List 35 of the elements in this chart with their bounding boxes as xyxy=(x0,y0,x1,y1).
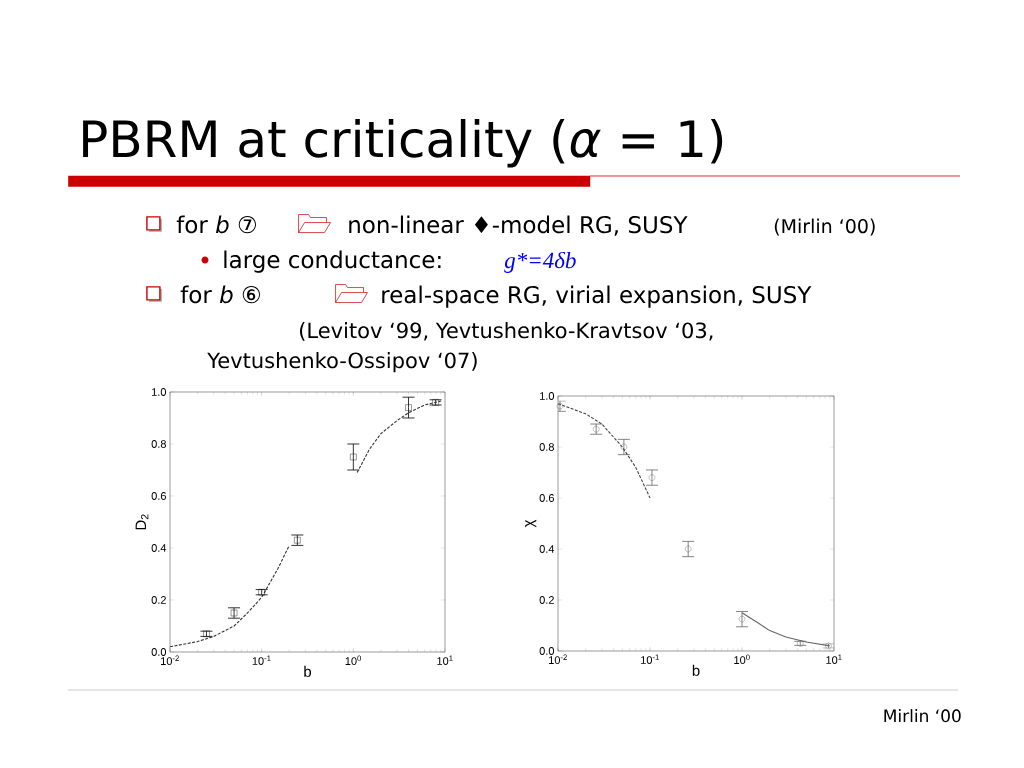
y-tick-label: 0.2 xyxy=(151,596,166,604)
x-tick-label: 10$^{0}$ xyxy=(734,654,750,664)
y-tick-label: 1.0 xyxy=(152,388,167,396)
text: for b ⑦ xyxy=(176,215,256,234)
y-tick-label: 0.8 xyxy=(151,440,166,448)
y-axis-title: χ xyxy=(525,519,537,528)
y-tick-label: 0.0 xyxy=(539,647,555,655)
x-tick-label: 10$^{-1}$ xyxy=(641,654,659,664)
chart-title: PBRM at criticality (α = 1) xyxy=(83,119,723,168)
y-tick-label: 0.0 xyxy=(151,648,167,656)
x-tick-label: 10$^{-2}$ xyxy=(549,654,567,664)
x-axis-title: b xyxy=(304,665,312,677)
y-tick-label: 0.8 xyxy=(539,443,554,451)
text: Mirlin ‘00 xyxy=(884,709,961,723)
text: g*=4δb xyxy=(504,251,576,273)
y-axis-title: D$_{2}$ xyxy=(135,514,149,530)
x-tick-label: 10$^{-2}$ xyxy=(161,655,179,665)
text: (Levitov ‘99, Yevtushenko-Kravtsov ‘03, xyxy=(300,322,713,341)
x-tick-label: 10$^{1}$ xyxy=(826,654,842,664)
text: (Mirlin ‘00) xyxy=(774,218,875,236)
y-tick-label: 0.6 xyxy=(539,494,554,502)
x-tick-label: 10$^{1}$ xyxy=(437,655,453,665)
text: for b ⑥ xyxy=(180,285,260,304)
text: Yevtushenko-Ossipov ‘07) xyxy=(207,352,477,373)
y-tick-label: 0.6 xyxy=(151,492,166,500)
x-axis-title: b xyxy=(692,664,700,676)
y-tick-label: 1.0 xyxy=(540,392,555,400)
y-tick-label: 0.4 xyxy=(151,544,167,552)
x-tick-label: 10$^{-1}$ xyxy=(252,655,271,665)
text: large conductance: xyxy=(224,250,441,273)
text: real-space RG, virial expansion, SUSY xyxy=(382,285,812,308)
x-tick-label: 10$^{0}$ xyxy=(345,655,362,665)
y-tick-label: 0.2 xyxy=(539,596,554,604)
y-tick-label: 0.4 xyxy=(539,545,555,553)
text: non-linear ♦-model RG, SUSY xyxy=(349,215,688,236)
